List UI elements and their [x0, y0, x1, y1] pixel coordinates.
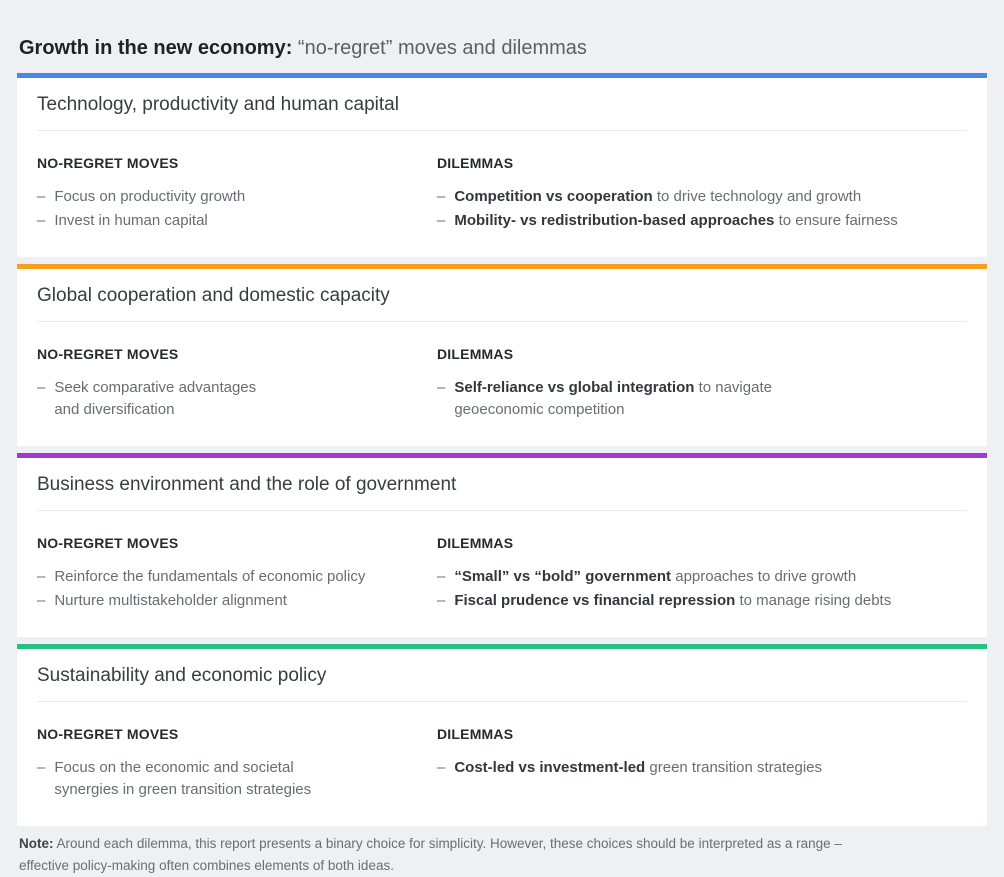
list-item: – Reinforce the fundamentals of economic…	[37, 566, 437, 588]
list-item-text: Competition vs cooperation to drive tech…	[454, 186, 861, 208]
dash-bullet: –	[437, 188, 446, 205]
dash-bullet: –	[437, 212, 446, 229]
list-item: – Focus on the economic and societal syn…	[37, 757, 437, 801]
no-regret-header: NO-REGRET MOVES	[37, 155, 179, 171]
dilemma-bold: Cost-led vs investment-led	[454, 759, 646, 776]
no-regret-column: NO-REGRET MOVES – Focus on the economic …	[37, 716, 437, 803]
dilemmas-column: DILEMMAS – Cost-led vs investment-led gr…	[437, 716, 967, 803]
list-item: – Self-reliance vs global integration to…	[437, 377, 967, 421]
dash-bullet: –	[437, 379, 446, 396]
page-title-bold: Growth in the new economy:	[19, 37, 293, 59]
list-item-text: Reinforce the fundamentals of economic p…	[54, 568, 366, 585]
list-item-text: Seek comparative advantages and diversif…	[54, 379, 257, 418]
dilemma-bold: “Small” vs “bold” government	[454, 568, 672, 585]
dash-bullet: –	[437, 592, 446, 609]
section-columns: NO-REGRET MOVES – Focus on productivity …	[37, 145, 967, 234]
list-item-text: Cost-led vs investment-led green transit…	[454, 757, 822, 779]
list-item: – Cost-led vs investment-led green trans…	[437, 757, 967, 779]
dilemmas-column: DILEMMAS – “Small” vs “bold” government …	[437, 525, 967, 614]
dilemma-bold: Competition vs cooperation	[454, 188, 653, 205]
dash-bullet: –	[37, 759, 46, 776]
list-item: – Competition vs cooperation to drive te…	[437, 186, 967, 208]
dilemmas-header: DILEMMAS	[437, 346, 514, 362]
list-item-text: Self-reliance vs global integration to n…	[454, 377, 772, 421]
footnote: Note: Around each dilemma, this report p…	[19, 833, 987, 877]
dilemma-bold: Self-reliance vs global integration	[454, 379, 695, 396]
dash-bullet: –	[437, 568, 446, 585]
list-item-text: Focus on the economic and societal syner…	[54, 759, 312, 798]
dilemma-rest: approaches to drive growth	[671, 568, 857, 585]
section-technology: Technology, productivity and human capit…	[17, 73, 987, 257]
list-item-text: Fiscal prudence vs financial repression …	[454, 590, 891, 612]
footnote-text: Around each dilemma, this report present…	[19, 836, 842, 873]
dash-bullet: –	[37, 188, 46, 205]
section-title: Business environment and the role of gov…	[37, 473, 967, 511]
no-regret-header: NO-REGRET MOVES	[37, 726, 179, 742]
dash-bullet: –	[437, 759, 446, 776]
section-title: Technology, productivity and human capit…	[37, 93, 967, 131]
footnote-label: Note:	[19, 836, 54, 851]
dilemma-rest: to ensure fairness	[774, 212, 898, 229]
dilemma-rest: to drive technology and growth	[652, 188, 862, 205]
dash-bullet: –	[37, 592, 46, 609]
list-item-text: “Small” vs “bold” government approaches …	[454, 566, 856, 588]
list-item-text: Mobility- vs redistribution-based approa…	[454, 210, 897, 232]
section-columns: NO-REGRET MOVES – Seek comparative advan…	[37, 336, 967, 423]
dilemmas-column: DILEMMAS – Self-reliance vs global integ…	[437, 336, 967, 423]
list-item-text: Nurture multistakeholder alignment	[54, 592, 287, 609]
section-columns: NO-REGRET MOVES – Reinforce the fundamen…	[37, 525, 967, 614]
dilemma-rest: to navigate geoeconomic competition	[454, 379, 772, 418]
dash-bullet: –	[37, 379, 46, 396]
section-title: Sustainability and economic policy	[37, 664, 967, 702]
dilemma-bold: Mobility- vs redistribution-based approa…	[454, 212, 775, 229]
dash-bullet: –	[37, 212, 46, 229]
list-item: – Mobility- vs redistribution-based appr…	[437, 210, 967, 232]
dilemma-rest: green transition strategies	[645, 759, 822, 776]
dilemmas-column: DILEMMAS – Competition vs cooperation to…	[437, 145, 967, 234]
list-item-text: Invest in human capital	[54, 212, 208, 229]
list-item-text: Focus on productivity growth	[54, 188, 246, 205]
dash-bullet: –	[37, 568, 46, 585]
dilemmas-header: DILEMMAS	[437, 726, 514, 742]
page-title-subtitle: “no-regret” moves and dilemmas	[292, 37, 587, 59]
list-item: – Nurture multistakeholder alignment	[37, 590, 437, 612]
section-columns: NO-REGRET MOVES – Focus on the economic …	[37, 716, 967, 803]
section-global-cooperation: Global cooperation and domestic capacity…	[17, 264, 987, 446]
no-regret-header: NO-REGRET MOVES	[37, 346, 179, 362]
dilemma-bold: Fiscal prudence vs financial repression	[454, 592, 736, 609]
no-regret-column: NO-REGRET MOVES – Reinforce the fundamen…	[37, 525, 437, 614]
no-regret-column: NO-REGRET MOVES – Seek comparative advan…	[37, 336, 437, 423]
section-title: Global cooperation and domestic capacity	[37, 284, 967, 322]
no-regret-header: NO-REGRET MOVES	[37, 535, 179, 551]
section-business-environment: Business environment and the role of gov…	[17, 453, 987, 637]
page-title: Growth in the new economy: “no-regret” m…	[19, 36, 987, 60]
list-item: – Invest in human capital	[37, 210, 437, 232]
dilemmas-header: DILEMMAS	[437, 535, 514, 551]
section-sustainability: Sustainability and economic policy NO-RE…	[17, 644, 987, 826]
list-item: – “Small” vs “bold” government approache…	[437, 566, 967, 588]
list-item: – Focus on productivity growth	[37, 186, 437, 208]
list-item: – Fiscal prudence vs financial repressio…	[437, 590, 967, 612]
dilemmas-header: DILEMMAS	[437, 155, 514, 171]
list-item: – Seek comparative advantages and divers…	[37, 377, 437, 421]
dilemma-rest: to manage rising debts	[735, 592, 892, 609]
no-regret-column: NO-REGRET MOVES – Focus on productivity …	[37, 145, 437, 234]
